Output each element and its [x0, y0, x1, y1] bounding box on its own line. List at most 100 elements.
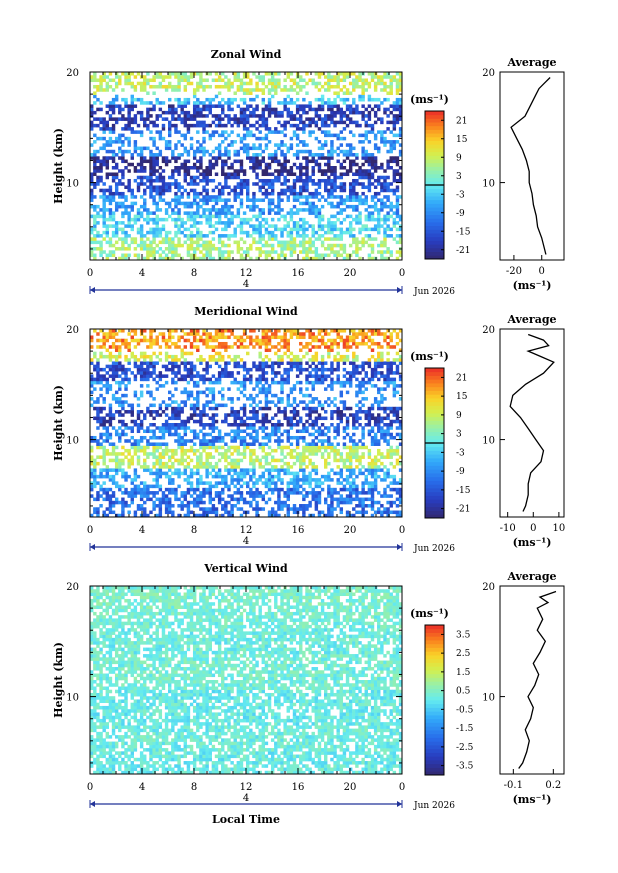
- heat-cell: [386, 162, 390, 167]
- heat-cell: [192, 497, 197, 502]
- heat-cell: [180, 423, 184, 427]
- heat-cell: [311, 130, 315, 134]
- heat-cell: [274, 500, 278, 505]
- heat-cell: [90, 188, 94, 193]
- heat-cell: [199, 429, 203, 434]
- heat-cell: [146, 211, 150, 215]
- heat-cell: [146, 487, 150, 492]
- heat-cell: [180, 162, 184, 167]
- heat-cell: [236, 250, 241, 254]
- heat-cell: [324, 230, 328, 235]
- heat-cell: [164, 159, 169, 164]
- heat-cell: [239, 253, 244, 258]
- heat-cell: [93, 169, 97, 173]
- heat-cell: [192, 107, 197, 112]
- heat-cell: [395, 172, 400, 177]
- heat-cell: [367, 452, 372, 456]
- profile-x-axis-label: (ms⁻¹): [513, 279, 552, 292]
- heat-cell: [364, 195, 368, 199]
- heat-cell: [149, 169, 153, 173]
- heat-cell: [227, 156, 231, 160]
- heat-cell: [367, 204, 372, 209]
- heat-cell: [149, 136, 153, 141]
- heat-cell: [211, 465, 216, 469]
- heat-cell: [177, 243, 181, 248]
- heat-cell: [392, 123, 397, 128]
- heat-cell: [227, 149, 231, 154]
- heat-cell: [336, 423, 340, 427]
- heat-cell: [342, 91, 347, 95]
- heat-cell: [295, 442, 300, 446]
- heat-cell: [155, 130, 159, 134]
- heat-cell: [224, 182, 228, 186]
- heat-cell: [199, 78, 203, 83]
- heat-cell: [348, 487, 353, 492]
- heat-cell: [164, 88, 169, 92]
- heat-cell: [127, 243, 131, 248]
- heat-cell: [327, 97, 331, 102]
- heat-cell: [246, 185, 250, 189]
- heat-cell: [364, 234, 368, 238]
- heat-cell: [186, 253, 191, 258]
- heat-cell: [377, 474, 381, 479]
- heat-cell: [114, 94, 119, 99]
- heat-cell: [295, 143, 300, 147]
- heat-cell: [330, 230, 334, 235]
- heat-cell: [189, 429, 194, 434]
- heat-cell: [320, 130, 325, 134]
- heat-cell: [155, 208, 159, 212]
- heat-cell: [158, 256, 163, 261]
- heat-cell: [364, 208, 368, 212]
- heat-cell: [348, 448, 353, 453]
- heat-cell: [327, 75, 331, 79]
- heat-cell: [277, 243, 281, 248]
- heat-cell: [149, 429, 153, 434]
- heat-cell: [93, 465, 97, 469]
- heat-cell: [308, 416, 312, 421]
- heat-cell: [239, 230, 244, 235]
- heat-cell: [146, 110, 150, 115]
- heat-cell: [270, 478, 275, 482]
- heat-cell: [133, 423, 138, 427]
- heat-cell: [308, 120, 312, 125]
- heat-cell: [289, 230, 294, 235]
- heat-cell: [146, 452, 150, 456]
- heat-cell: [327, 107, 331, 112]
- heat-cell: [261, 159, 266, 164]
- heat-cell: [345, 227, 350, 232]
- heat-cell: [355, 169, 359, 173]
- heat-cell: [171, 465, 175, 469]
- heat-cell: [99, 101, 103, 105]
- heat-cell: [267, 497, 272, 502]
- heat-cell: [345, 214, 350, 219]
- heat-cell: [364, 510, 368, 515]
- heat-cell: [93, 123, 97, 128]
- heat-cell: [330, 156, 334, 160]
- heat-cell: [186, 101, 191, 105]
- heat-cell: [155, 478, 159, 482]
- heat-cell: [127, 182, 131, 186]
- heat-cell: [108, 243, 113, 248]
- heat-cell: [202, 214, 206, 219]
- heat-cell: [261, 78, 266, 83]
- heat-cell: [177, 240, 181, 245]
- heat-cell: [342, 217, 347, 222]
- heat-cell: [233, 227, 237, 232]
- heat-cell: [333, 195, 337, 199]
- heat-cell: [314, 195, 319, 199]
- heat-cell: [264, 478, 269, 482]
- heat-cell: [311, 442, 315, 446]
- heat-cell: [152, 140, 156, 144]
- heat-cell: [270, 110, 275, 115]
- heat-cell: [255, 156, 259, 160]
- heat-cell: [168, 455, 172, 459]
- heat-cell: [364, 224, 368, 228]
- heat-cell: [355, 120, 359, 125]
- heat-cell: [230, 166, 234, 170]
- heat-cell: [398, 419, 403, 424]
- heat-cell: [324, 172, 328, 177]
- heat-cell: [370, 494, 375, 498]
- heat-cell: [258, 114, 262, 118]
- heat-cell: [345, 153, 350, 157]
- heat-cell: [121, 159, 125, 164]
